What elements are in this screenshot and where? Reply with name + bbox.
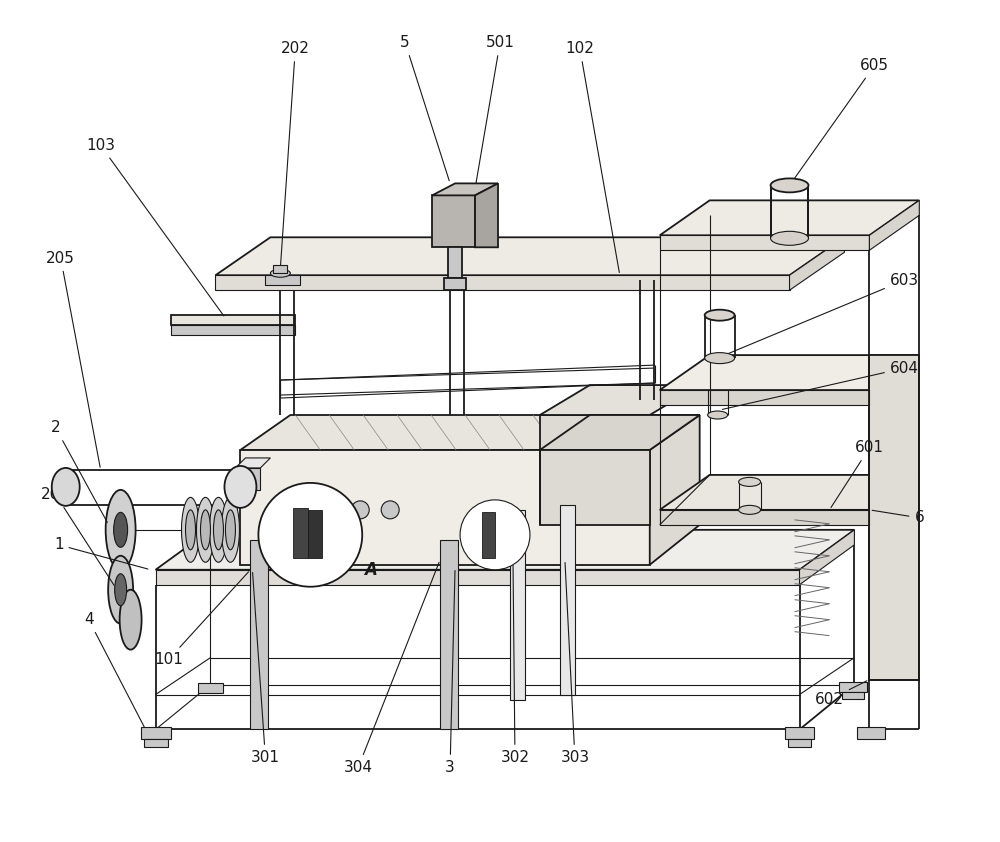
Text: 304: 304 — [344, 562, 439, 775]
Ellipse shape — [200, 510, 210, 550]
Ellipse shape — [182, 498, 199, 562]
Circle shape — [460, 500, 530, 570]
Bar — [198, 683, 223, 693]
Polygon shape — [240, 450, 650, 565]
Text: 601: 601 — [831, 440, 884, 508]
Polygon shape — [510, 510, 525, 700]
Text: 501: 501 — [466, 35, 514, 244]
Ellipse shape — [225, 510, 235, 550]
Bar — [785, 727, 814, 739]
Polygon shape — [869, 355, 919, 679]
Text: 603: 603 — [727, 273, 919, 354]
Text: 1: 1 — [54, 537, 148, 569]
Polygon shape — [660, 510, 869, 525]
Bar — [857, 727, 885, 739]
Polygon shape — [156, 570, 800, 584]
Polygon shape — [660, 390, 869, 405]
Circle shape — [258, 483, 362, 587]
Text: 604: 604 — [722, 360, 919, 409]
Ellipse shape — [321, 501, 339, 519]
Text: 303: 303 — [560, 562, 589, 765]
Text: 101: 101 — [154, 572, 249, 667]
Ellipse shape — [221, 498, 239, 562]
Ellipse shape — [52, 468, 80, 506]
Text: 302: 302 — [500, 562, 529, 765]
Polygon shape — [432, 195, 475, 248]
Polygon shape — [560, 505, 575, 695]
Polygon shape — [432, 184, 498, 195]
Ellipse shape — [224, 466, 256, 508]
Polygon shape — [660, 355, 919, 390]
Polygon shape — [156, 530, 854, 570]
Bar — [273, 265, 287, 274]
Text: 5: 5 — [400, 35, 449, 181]
Ellipse shape — [739, 505, 761, 514]
Ellipse shape — [270, 269, 290, 277]
Polygon shape — [171, 315, 295, 325]
Polygon shape — [540, 415, 650, 450]
Polygon shape — [235, 458, 270, 468]
Ellipse shape — [115, 573, 127, 605]
Polygon shape — [800, 530, 854, 584]
Bar — [839, 681, 867, 691]
Text: 206: 206 — [41, 488, 114, 585]
Polygon shape — [475, 184, 498, 248]
Text: 205: 205 — [46, 251, 100, 467]
Ellipse shape — [771, 179, 808, 192]
Ellipse shape — [705, 353, 735, 364]
Text: 102: 102 — [565, 41, 619, 273]
Polygon shape — [171, 325, 295, 335]
Text: 2: 2 — [51, 420, 107, 522]
Bar — [308, 510, 322, 557]
Polygon shape — [215, 237, 844, 275]
Ellipse shape — [708, 411, 728, 419]
Text: 605: 605 — [791, 58, 889, 183]
Ellipse shape — [739, 477, 761, 487]
Polygon shape — [540, 415, 700, 450]
Text: 602: 602 — [815, 681, 867, 707]
Polygon shape — [240, 415, 700, 450]
Text: 4: 4 — [84, 612, 144, 727]
Ellipse shape — [120, 589, 142, 650]
Polygon shape — [215, 275, 790, 290]
Polygon shape — [540, 450, 650, 525]
Ellipse shape — [705, 310, 735, 321]
Ellipse shape — [771, 232, 808, 245]
Polygon shape — [660, 200, 919, 235]
Bar — [842, 691, 864, 699]
Polygon shape — [265, 275, 300, 285]
Ellipse shape — [106, 490, 136, 570]
Polygon shape — [660, 235, 869, 250]
Ellipse shape — [213, 510, 223, 550]
Polygon shape — [790, 237, 844, 290]
Ellipse shape — [114, 512, 128, 547]
Bar — [141, 727, 171, 739]
Polygon shape — [540, 385, 700, 415]
Bar — [788, 739, 811, 748]
Text: 3: 3 — [445, 571, 455, 775]
Polygon shape — [235, 468, 260, 490]
Polygon shape — [869, 200, 919, 250]
Polygon shape — [650, 415, 700, 565]
Polygon shape — [660, 475, 919, 510]
Ellipse shape — [186, 510, 196, 550]
Ellipse shape — [197, 498, 214, 562]
Ellipse shape — [209, 498, 227, 562]
Bar — [144, 739, 168, 748]
Bar — [482, 512, 495, 557]
Polygon shape — [440, 540, 458, 729]
Polygon shape — [448, 248, 462, 278]
Ellipse shape — [108, 556, 133, 624]
Polygon shape — [250, 540, 268, 729]
Text: 202: 202 — [281, 41, 310, 265]
Text: 301: 301 — [251, 573, 280, 765]
Text: 6: 6 — [872, 510, 924, 525]
Text: 103: 103 — [86, 138, 224, 316]
Ellipse shape — [381, 501, 399, 519]
Polygon shape — [444, 278, 466, 290]
Text: A: A — [364, 561, 377, 578]
Ellipse shape — [351, 501, 369, 519]
Ellipse shape — [230, 473, 250, 501]
Bar — [293, 508, 308, 557]
